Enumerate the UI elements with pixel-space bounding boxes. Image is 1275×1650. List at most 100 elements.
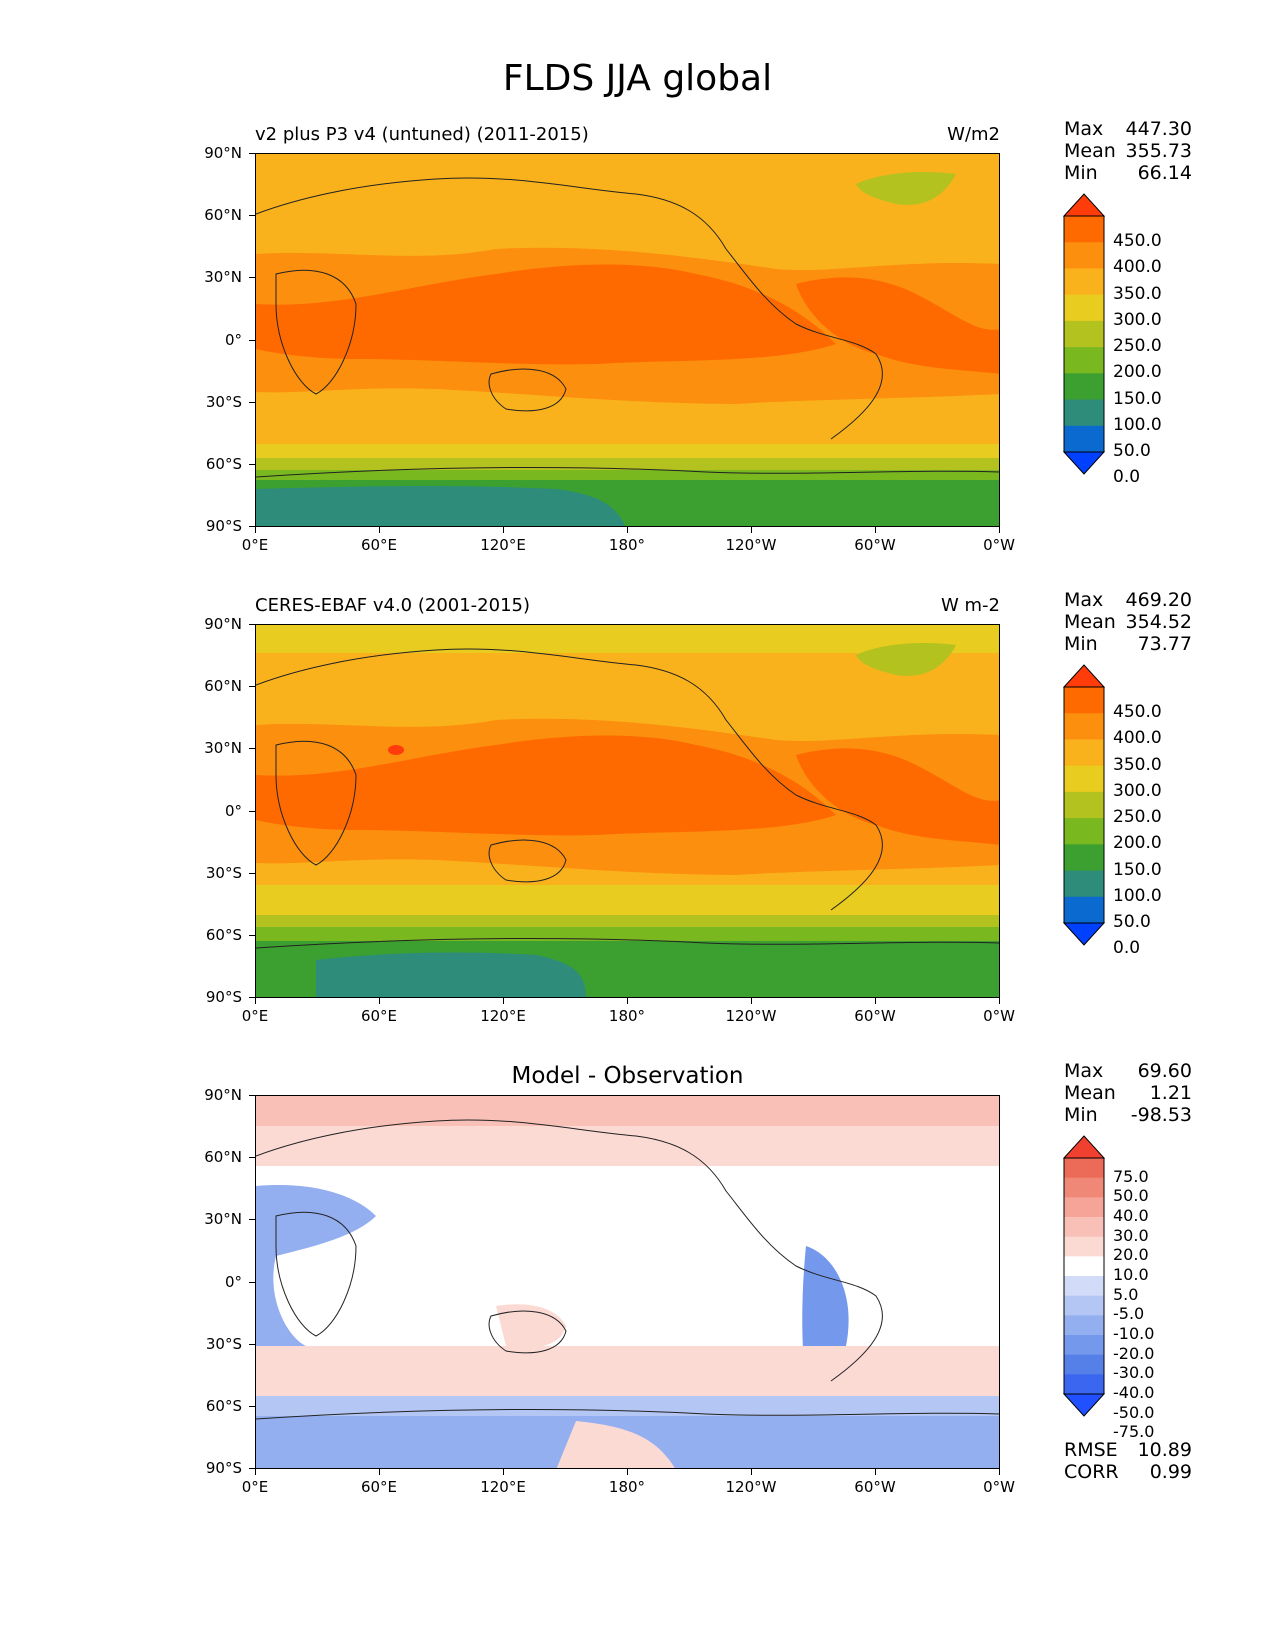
stat-value: 355.73 xyxy=(1125,140,1192,162)
coast-australia xyxy=(488,839,567,883)
colorbar-tick-label: 5.0 xyxy=(1113,1284,1139,1304)
colorbar-segment xyxy=(1064,844,1104,872)
y-tick-label: 0° xyxy=(224,330,242,349)
colorbar-extend-min xyxy=(1063,922,1105,946)
antarctic-positive-patch xyxy=(556,1421,675,1468)
colorbar-segment xyxy=(1064,791,1104,819)
band-subantarctic-3 xyxy=(256,927,999,941)
x-tick-mark xyxy=(379,527,380,533)
stat-row-min: Min 66.14 xyxy=(1064,162,1192,184)
colorbar-tick-label: 30.0 xyxy=(1113,1225,1149,1245)
stat-row-min: Min 73.77 xyxy=(1064,633,1192,655)
y-tick-mark xyxy=(249,215,255,217)
x-tick-mark xyxy=(999,527,1000,533)
colorbar-tick-label: 100.0 xyxy=(1113,414,1162,435)
colorbar-segment xyxy=(1064,739,1104,767)
colorbar xyxy=(1063,664,1105,946)
y-tick-label: 30°S xyxy=(205,863,242,882)
stat-row-min: Min -98.53 xyxy=(1064,1104,1192,1126)
colorbar-tick-label: 450.0 xyxy=(1113,231,1162,252)
band-arctic xyxy=(256,1096,999,1126)
colorbar-tick-label: -20.0 xyxy=(1113,1343,1155,1363)
colorbar-tick-label: 250.0 xyxy=(1113,807,1162,828)
colorbar-segment xyxy=(1064,268,1104,296)
coast-antarctica xyxy=(256,1408,999,1420)
y-tick-label: 0° xyxy=(224,801,242,820)
x-tick-label: 0°W xyxy=(983,1478,1015,1496)
colorbar-tick-label: 300.0 xyxy=(1113,309,1162,330)
stat-label: Mean xyxy=(1064,1082,1116,1104)
x-tick-label: 120°W xyxy=(725,536,777,554)
x-tick-mark xyxy=(999,1469,1000,1475)
band-hot xyxy=(256,264,836,365)
x-tick-label: 60°W xyxy=(854,1007,896,1025)
x-tick-mark xyxy=(627,1469,628,1475)
africa-negative xyxy=(256,1185,376,1349)
colorbar xyxy=(1063,1135,1105,1417)
stat-label: Mean xyxy=(1064,140,1116,162)
x-tick-label: 60°E xyxy=(360,1478,398,1496)
y-tick-mark xyxy=(249,1343,255,1345)
stats-box: Max 447.30 Mean 355.73 Min 66.14 xyxy=(1064,118,1192,184)
colorbar-segment xyxy=(1064,425,1104,453)
colorbar-tick-label: -50.0 xyxy=(1113,1402,1155,1422)
y-tick-mark xyxy=(249,1157,255,1159)
colorbar-segment xyxy=(1064,765,1104,793)
colorbar-segment xyxy=(1064,1256,1104,1277)
y-tick-mark xyxy=(249,339,255,341)
y-tick-label: 90°N xyxy=(204,1086,242,1104)
colorbar-tick-label: 350.0 xyxy=(1113,283,1162,304)
coast-africa xyxy=(275,1211,357,1337)
panel-units: W m-2 xyxy=(940,595,1000,616)
x-tick-label: 60°E xyxy=(360,536,398,554)
colorbar-segment xyxy=(1064,1295,1104,1316)
y-tick-label: 90°S xyxy=(205,1459,242,1477)
colorbar-tick-label: 0.0 xyxy=(1113,467,1141,488)
panel-title-left: CERES-EBAF v4.0 (2001-2015) xyxy=(255,595,531,616)
x-tick-label: 0°E xyxy=(241,1478,269,1496)
greenland xyxy=(856,643,956,676)
x-tick-label: 180° xyxy=(608,1478,646,1496)
stat-row-max: Max 447.30 xyxy=(1064,118,1192,140)
y-tick-label: 90°N xyxy=(204,615,242,633)
colorbar-segment xyxy=(1064,870,1104,898)
colorbar-segment xyxy=(1064,1354,1104,1375)
greenland xyxy=(856,172,956,205)
colorbar-tick-label: 50.0 xyxy=(1113,912,1151,932)
colorbar-segment xyxy=(1064,373,1104,401)
metric-row-rmse: RMSE 10.89 xyxy=(1064,1439,1192,1461)
y-tick-label: 60°N xyxy=(204,206,242,225)
colorbar-segment xyxy=(1064,687,1104,714)
y-tick-mark xyxy=(249,153,255,154)
x-tick-label: 180° xyxy=(608,1007,646,1025)
colorbar-tick-label: 40.0 xyxy=(1113,1206,1149,1225)
colorbar-extend-max xyxy=(1063,193,1105,217)
coast-africa xyxy=(275,740,357,866)
y-tick-mark xyxy=(249,463,255,465)
metric-value: 10.89 xyxy=(1137,1439,1192,1461)
x-tick-label: 120°E xyxy=(480,1007,526,1025)
y-tick-mark xyxy=(249,934,255,936)
stat-value: 66.14 xyxy=(1137,162,1192,184)
colorbar-tick-label: 50.0 xyxy=(1113,441,1151,461)
colorbar-segment xyxy=(1064,320,1104,348)
band-antarctic-2 xyxy=(316,952,586,997)
stat-value: 469.20 xyxy=(1125,589,1192,611)
x-tick-mark xyxy=(875,1469,876,1475)
stat-row-max: Max 469.20 xyxy=(1064,589,1192,611)
y-tick-label: 30°N xyxy=(204,739,242,758)
colorbar-segment xyxy=(1064,399,1104,427)
tibet-hotspot xyxy=(388,745,404,755)
x-tick-mark xyxy=(627,527,628,533)
coast-eurasia-americas xyxy=(256,1119,883,1382)
x-tick-label: 0°W xyxy=(983,536,1015,554)
colorbar-tick-label: 300.0 xyxy=(1113,780,1162,801)
y-tick-label: 60°N xyxy=(204,1148,242,1167)
map-diff-field xyxy=(256,1096,999,1468)
band-antarctic-2 xyxy=(256,485,626,526)
x-tick-mark xyxy=(751,527,752,533)
colorbar-segment xyxy=(1064,242,1104,269)
stat-row-max: Max 69.60 xyxy=(1064,1060,1192,1082)
coast-antarctica xyxy=(256,466,999,478)
y-tick-mark xyxy=(249,1219,255,1221)
